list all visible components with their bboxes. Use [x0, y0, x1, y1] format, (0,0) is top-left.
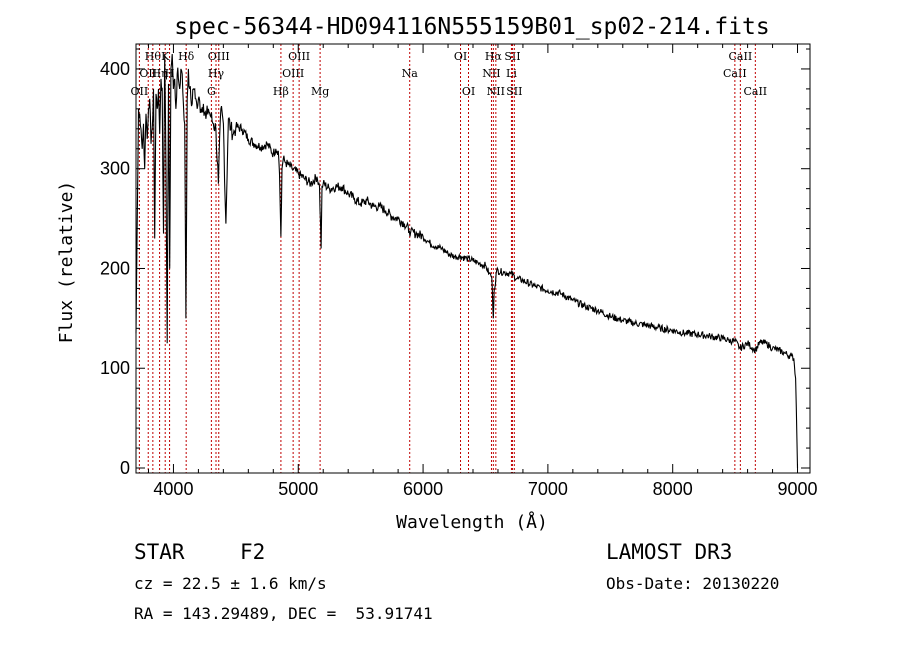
x-tick-label-1: 5000 — [278, 479, 318, 499]
line-label-9: OIII — [208, 50, 230, 63]
chart-title: spec-56344-HD094116N555159B01_sp02-214.f… — [174, 14, 769, 40]
obs-date-text: Obs-Date: 20130220 — [606, 574, 780, 593]
line-label-2: Hθ — [145, 50, 162, 63]
x-tick-label-0: 4000 — [153, 479, 193, 499]
y-axis-label: Flux (relative) — [56, 181, 77, 344]
line-label-12: OIII — [288, 50, 310, 63]
line-label-16: OI — [462, 85, 475, 98]
coordinates-text: RA = 143.29489, DEC = 53.91741 — [134, 604, 433, 623]
line-label-23: CaII — [723, 67, 747, 80]
line-label-14: Na — [402, 67, 419, 80]
line-label-8: Hγ — [208, 67, 225, 80]
x-tick-label-4: 8000 — [653, 479, 693, 499]
line-label-15: OI — [454, 50, 467, 63]
line-label-21: SII — [504, 50, 520, 63]
line-label-13: Mg — [311, 85, 329, 98]
line-label-18: Hα — [485, 50, 503, 63]
y-tick-label-3: 300 — [100, 159, 130, 179]
y-tick-label-0: 0 — [120, 458, 130, 478]
line-label-11: OIII — [282, 67, 304, 80]
line-label-17: NII — [482, 67, 500, 80]
line-label-5: H — [165, 67, 175, 80]
flux-series — [135, 53, 799, 469]
line-label-10: Hβ — [273, 85, 289, 98]
y-tick-label-2: 200 — [100, 258, 130, 278]
line-label-7: G — [207, 85, 216, 98]
redshift-text: cz = 22.5 ± 1.6 km/s — [134, 574, 327, 593]
line-label-20: Li — [506, 67, 517, 80]
object-subclass: F2 — [240, 540, 266, 564]
survey-name: LAMOST DR3 — [606, 540, 733, 564]
x-tick-label-3: 7000 — [528, 479, 568, 499]
line-label-24: CaII — [729, 50, 753, 63]
line-label-0: OII — [131, 85, 149, 98]
y-tick-label-4: 400 — [100, 59, 130, 79]
line-label-22: SII — [506, 85, 522, 98]
object-class: STAR — [134, 540, 185, 564]
line-label-6: Hδ — [178, 50, 195, 63]
x-tick-label-2: 6000 — [403, 479, 443, 499]
x-tick-label-5: 9000 — [777, 479, 817, 499]
y-tick-label-1: 100 — [100, 358, 130, 378]
line-label-4: K — [161, 50, 170, 63]
line-label-19: NII — [487, 85, 505, 98]
x-axis-label: Wavelength (Å) — [396, 511, 548, 533]
line-label-3: Hη — [151, 67, 167, 80]
line-label-25: CaII — [743, 85, 767, 98]
